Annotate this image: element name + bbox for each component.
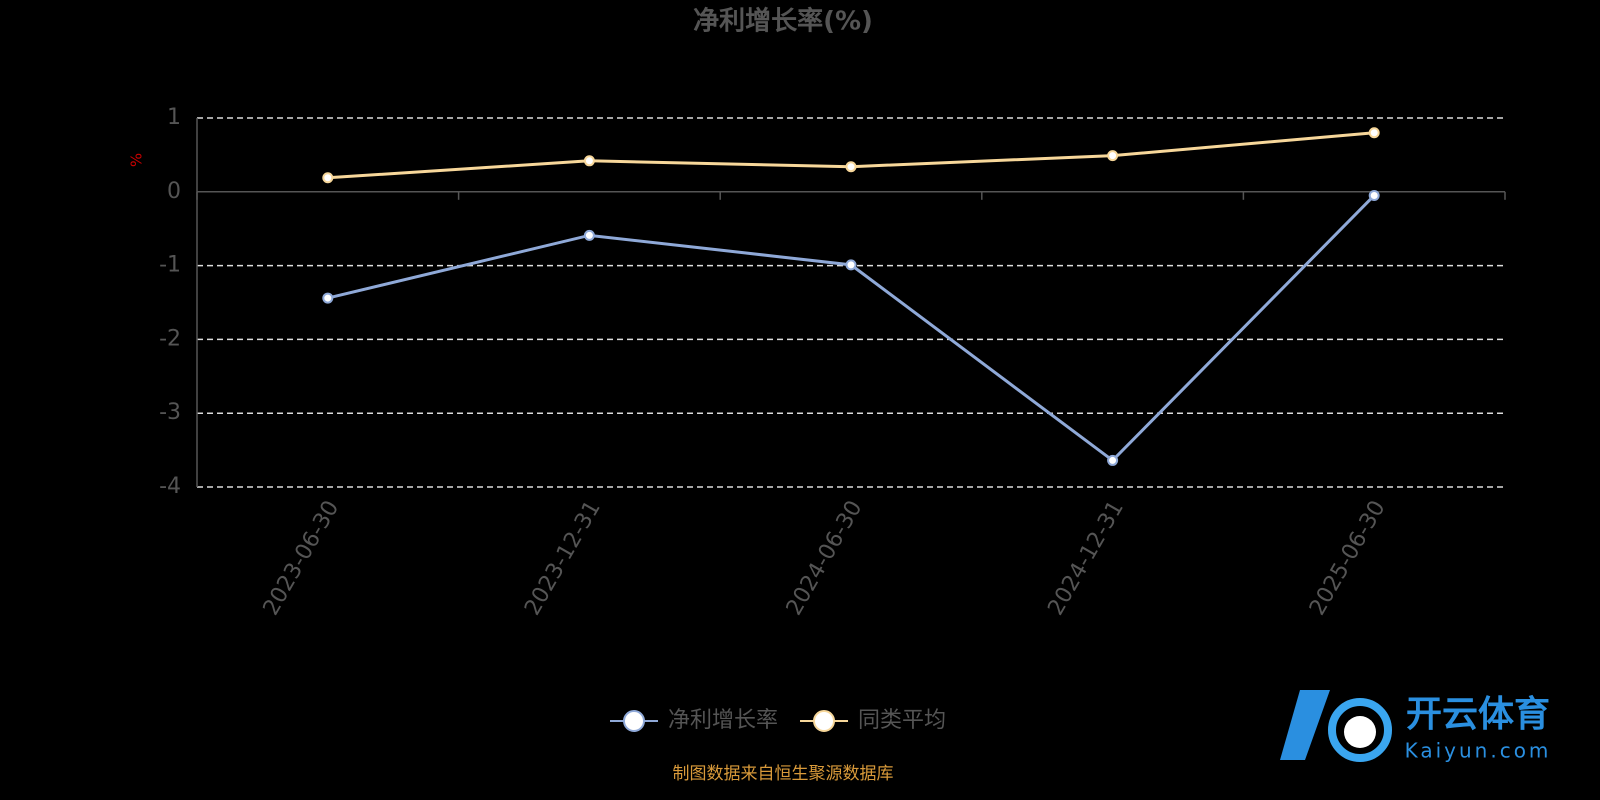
data-point xyxy=(845,161,857,173)
legend-item: 净利增长率 xyxy=(610,708,778,733)
data-point xyxy=(322,292,334,304)
y-tick-label: 0 xyxy=(167,179,181,204)
chart-title: 净利增长率(%) xyxy=(693,6,873,37)
source-note: 制图数据来自恒生聚源数据库 xyxy=(673,764,894,784)
data-point xyxy=(1107,454,1119,466)
data-point xyxy=(1368,189,1380,201)
logo-shape xyxy=(1280,690,1330,760)
legend-item: 同类平均 xyxy=(800,708,946,733)
y-tick-label: -4 xyxy=(159,474,181,499)
legend-label: 净利增长率 xyxy=(668,708,778,733)
y-tick-label: 1 xyxy=(167,105,181,130)
watermark-subtitle: Kaiyun.com xyxy=(1405,739,1552,763)
watermark-title: 开云体育 xyxy=(1406,694,1550,735)
y-tick-label: -3 xyxy=(159,400,181,425)
data-point xyxy=(1107,150,1119,162)
logo-ring xyxy=(1328,698,1392,762)
data-point xyxy=(845,259,857,271)
data-point xyxy=(1368,127,1380,139)
y-axis-label: % xyxy=(128,153,146,167)
legend-marker xyxy=(623,710,645,732)
y-tick-label: -1 xyxy=(159,253,181,278)
legend-label: 同类平均 xyxy=(858,708,946,733)
logo-ball xyxy=(1344,716,1376,748)
legend-marker xyxy=(813,710,836,732)
data-point xyxy=(322,172,334,184)
watermark: 开云体育 Kaiyun.com xyxy=(1280,690,1552,763)
data-point xyxy=(583,229,595,241)
data-point xyxy=(583,155,595,167)
y-tick-label: -2 xyxy=(159,326,181,351)
